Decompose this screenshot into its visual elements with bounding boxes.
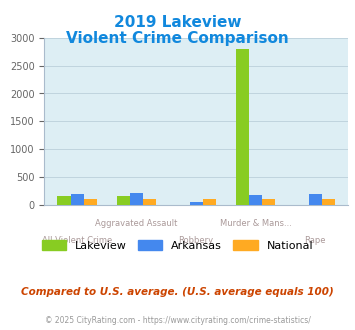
- Bar: [249, 195, 262, 205]
- Legend: Lakeview, Arkansas, National: Lakeview, Arkansas, National: [37, 235, 318, 255]
- Bar: [262, 199, 275, 205]
- Text: 2019 Lakeview: 2019 Lakeview: [114, 15, 241, 30]
- Bar: [236, 49, 249, 205]
- Bar: [117, 196, 130, 205]
- Bar: [71, 194, 84, 205]
- Text: Rape: Rape: [305, 236, 326, 245]
- Bar: [190, 202, 203, 205]
- Bar: [322, 199, 335, 205]
- Bar: [58, 196, 71, 205]
- Bar: [308, 194, 322, 205]
- Bar: [203, 199, 216, 205]
- Bar: [143, 199, 156, 205]
- Text: Compared to U.S. average. (U.S. average equals 100): Compared to U.S. average. (U.S. average …: [21, 287, 334, 297]
- Text: Murder & Mans...: Murder & Mans...: [220, 219, 291, 228]
- Text: Robbery: Robbery: [179, 236, 214, 245]
- Text: All Violent Crime: All Violent Crime: [42, 236, 112, 245]
- Text: © 2025 CityRating.com - https://www.cityrating.com/crime-statistics/: © 2025 CityRating.com - https://www.city…: [45, 315, 310, 325]
- Bar: [130, 193, 143, 205]
- Text: Aggravated Assault: Aggravated Assault: [95, 219, 178, 228]
- Text: Violent Crime Comparison: Violent Crime Comparison: [66, 31, 289, 46]
- Bar: [84, 199, 97, 205]
